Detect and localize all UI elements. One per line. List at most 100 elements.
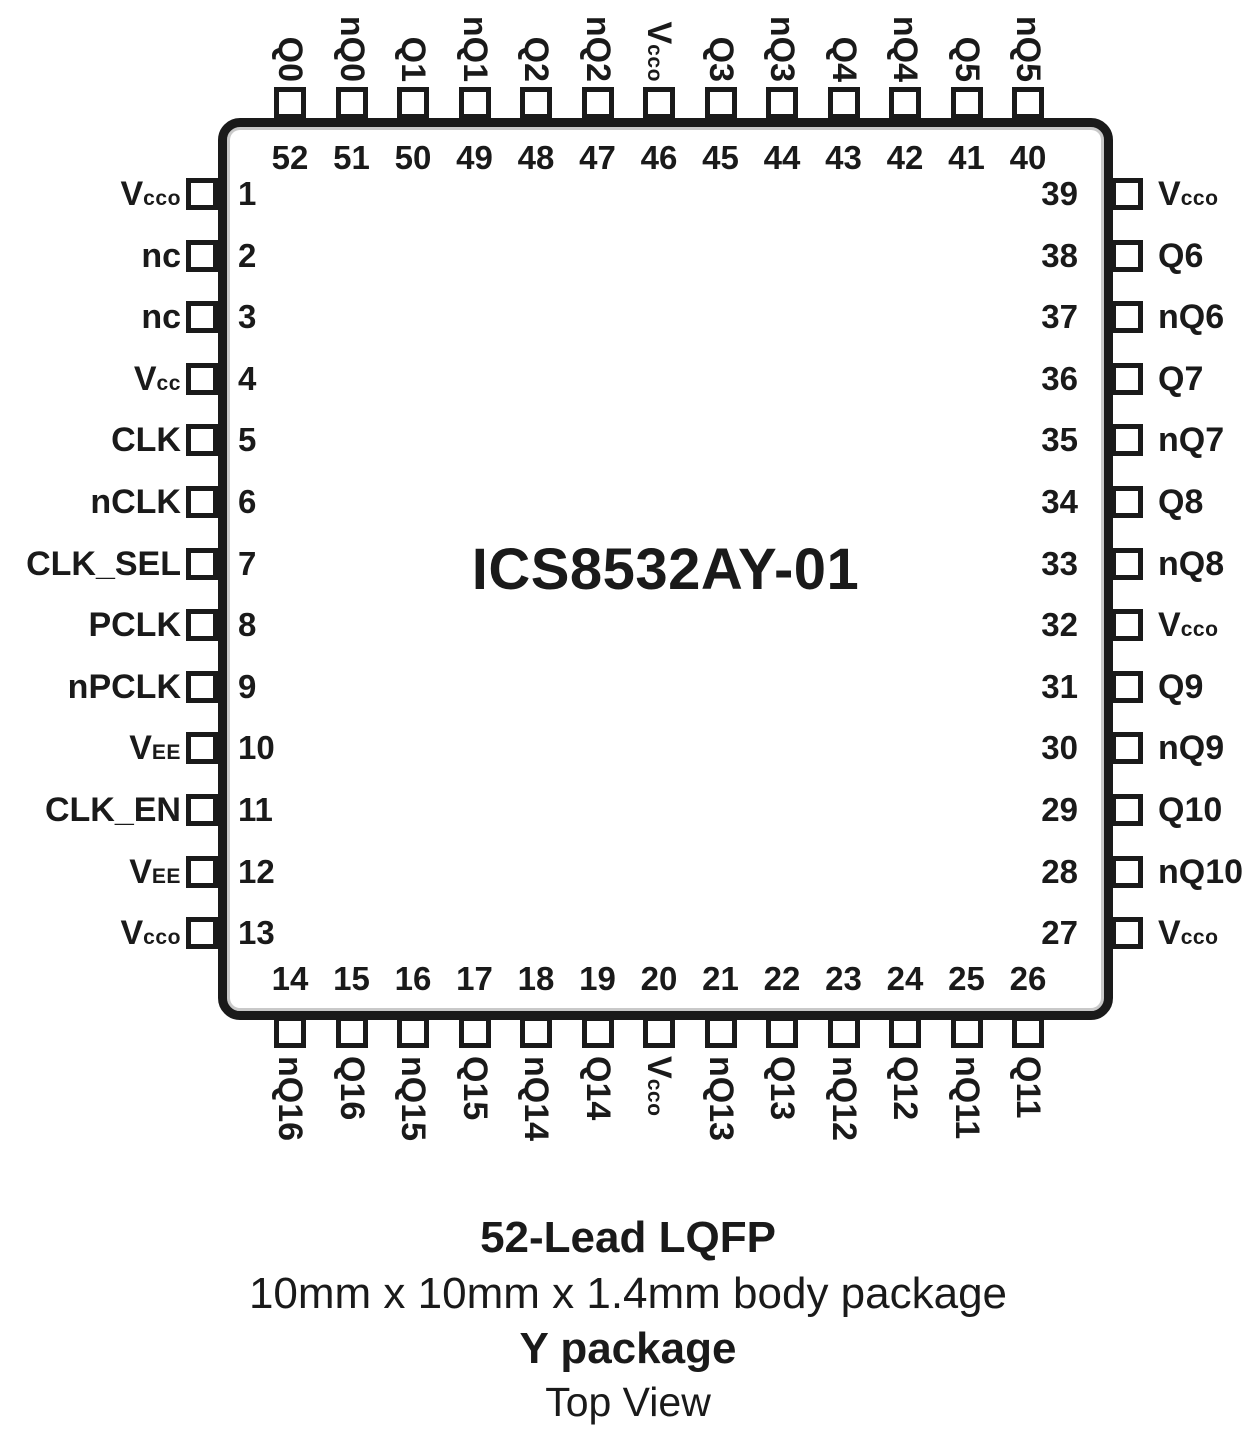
pin-label: nCLK — [90, 483, 181, 521]
pin-number: 20 — [640, 960, 678, 997]
pin-label: nQ8 — [1158, 544, 1225, 583]
pin-label: Q14 — [578, 1056, 617, 1121]
pin-label: CLK_EN — [44, 791, 181, 829]
pin-label: VEE — [129, 729, 181, 768]
pin-number: 17 — [456, 960, 493, 997]
pin-number: 40 — [1009, 139, 1047, 176]
pin-number: 18 — [517, 960, 555, 997]
pin-square — [950, 1016, 983, 1048]
pin-square — [1111, 855, 1143, 888]
pin-square — [397, 87, 429, 119]
pin-number: 30 — [1041, 729, 1078, 767]
pin-label: Q8 — [1158, 483, 1204, 521]
pin-number: 31 — [1041, 667, 1078, 705]
pin-number: 21 — [702, 960, 739, 997]
pin-square — [1111, 547, 1143, 580]
pin-label: Q4 — [824, 36, 863, 82]
pin-label: nQ1 — [455, 15, 494, 82]
pin-square — [766, 1016, 798, 1048]
pin-label: Q6 — [1158, 236, 1204, 275]
pin-number: 46 — [640, 139, 678, 176]
pin-number: 19 — [579, 960, 616, 997]
pin-label: Vcco — [640, 21, 678, 82]
pin-square — [704, 1016, 737, 1048]
pin-number: 50 — [394, 139, 432, 176]
pin-label: nQ16 — [271, 1056, 309, 1142]
pin-square — [1111, 794, 1143, 826]
pin-number: 2 — [238, 236, 257, 274]
pin-number: 41 — [948, 139, 985, 176]
pin-square — [1111, 732, 1143, 765]
pin-square — [581, 87, 614, 119]
pin-square — [950, 87, 983, 119]
pin-label: nQ3 — [763, 15, 801, 82]
pin-square — [827, 1016, 860, 1048]
pin-square — [335, 87, 368, 119]
pin-label: nQ12 — [824, 1056, 863, 1142]
pin-square — [186, 486, 218, 518]
pin-number: 37 — [1041, 298, 1078, 336]
pin-number: 7 — [238, 544, 257, 582]
pin-number: 49 — [456, 139, 493, 176]
pin-number: 48 — [517, 139, 555, 176]
pin-label: Q11 — [1009, 1056, 1047, 1119]
view-label: Top View — [545, 1379, 711, 1425]
pin-square — [186, 732, 218, 765]
pin-number: 10 — [238, 729, 275, 767]
pin-label: Q15 — [455, 1056, 494, 1121]
pin-number: 6 — [238, 483, 257, 520]
pin-number: 26 — [1009, 960, 1047, 997]
pin-number: 27 — [1041, 914, 1078, 952]
pin-square — [1111, 362, 1143, 395]
pin-label: nQ6 — [1158, 298, 1225, 337]
pin-label: Q3 — [701, 36, 740, 82]
pin-square — [186, 424, 218, 457]
pin-square — [186, 239, 218, 272]
pin-number: 45 — [702, 139, 739, 176]
pin-label: CLK — [111, 421, 181, 460]
package-code: Y package — [519, 1324, 737, 1373]
pin-number: 24 — [886, 960, 924, 997]
pin-number: 52 — [271, 139, 309, 176]
pin-label: Vcco — [120, 175, 181, 213]
pin-square — [186, 301, 218, 334]
pin-square — [581, 1016, 614, 1048]
pin-square — [1111, 609, 1143, 642]
pin-label: Vcco — [1158, 606, 1219, 645]
pin-label: Vcco — [1158, 914, 1219, 953]
pin-label: nQ9 — [1158, 729, 1225, 768]
pin-label: PCLK — [88, 606, 181, 645]
pin-number: 33 — [1041, 544, 1078, 582]
pin-number: 23 — [825, 960, 862, 997]
pin-label: Q7 — [1158, 359, 1204, 398]
pin-number: 36 — [1041, 359, 1078, 397]
pin-square — [643, 87, 675, 119]
pin-number: 12 — [238, 852, 275, 890]
pin-square — [1111, 424, 1143, 457]
pin-label: nQ7 — [1158, 421, 1225, 460]
pin-label: nQ0 — [332, 15, 371, 82]
pin-square — [704, 87, 737, 119]
pin-number: 9 — [238, 667, 257, 705]
pin-number: 44 — [763, 139, 801, 176]
package-caption: 52-Lead LQFP 10mm x 10mm x 1.4mm body pa… — [0, 1210, 1256, 1428]
pin-label: Q2 — [517, 36, 555, 82]
pin-label: Q5 — [947, 36, 986, 82]
pin-label: nQ10 — [1158, 852, 1244, 891]
pin-number: 14 — [271, 960, 309, 997]
pin-label: nQ14 — [517, 1056, 555, 1142]
pin-square — [1111, 178, 1143, 210]
pin-square — [889, 87, 921, 119]
pin-square — [274, 87, 306, 119]
pin-square — [186, 547, 218, 580]
pin-square — [186, 917, 218, 950]
pin-label: nQ15 — [394, 1056, 432, 1142]
pin-label: Q16 — [332, 1056, 371, 1121]
pin-label: Vcco — [1158, 175, 1219, 213]
pin-square — [1111, 917, 1143, 950]
pin-square — [186, 362, 218, 395]
package-dimensions: 10mm x 10mm x 1.4mm body package — [248, 1269, 1008, 1318]
pin-square — [643, 1016, 675, 1048]
pin-number: 15 — [333, 960, 370, 997]
